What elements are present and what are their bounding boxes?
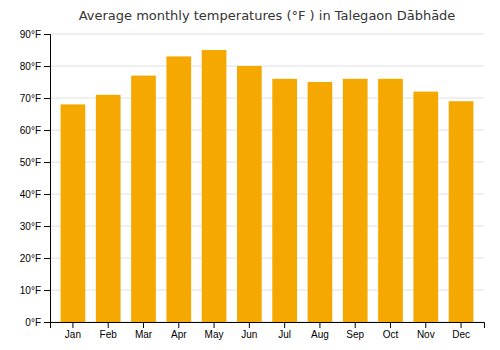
- tick-mark: [44, 130, 50, 131]
- tick-label: 30°F: [20, 221, 41, 232]
- bars: [61, 50, 474, 322]
- tick-mark: [355, 322, 356, 328]
- bar: [202, 50, 227, 322]
- tick: Dec: [452, 322, 470, 340]
- tick-mark: [72, 322, 73, 328]
- tick: Nov: [417, 322, 435, 340]
- tick: 50°F: [20, 157, 50, 168]
- bar: [131, 76, 156, 322]
- tick-label: Aug: [311, 329, 329, 340]
- axis-line: [44, 35, 51, 323]
- tick-mark: [425, 322, 426, 328]
- tick-mark: [108, 322, 109, 328]
- tick: 10°F: [20, 285, 50, 296]
- grid-line: [50, 34, 484, 35]
- bar: [308, 82, 333, 322]
- bar: [343, 79, 368, 322]
- tick-label: 0°F: [25, 317, 41, 328]
- tick-mark: [284, 322, 285, 328]
- tick-mark: [214, 322, 215, 328]
- tick-mark: [461, 322, 462, 328]
- tick-label: Nov: [417, 329, 435, 340]
- grid: [50, 34, 484, 322]
- tick-label: Jul: [278, 329, 291, 340]
- bar: [378, 79, 403, 322]
- bar: [413, 92, 438, 322]
- chart: Jan Feb Mar Apr May Jun Jul Aug Sep Oct Nov Dec 0°F 1…: [0, 0, 500, 350]
- bar: [449, 101, 474, 322]
- tick: Jul: [278, 322, 291, 340]
- plot: Jan Feb Mar Apr May Jun Jul Aug Sep Oct Nov Dec 0°F 1…: [20, 29, 485, 340]
- tick: 70°F: [20, 93, 50, 104]
- tick-label: May: [205, 329, 224, 340]
- tick: 80°F: [20, 61, 50, 72]
- tick-label: Mar: [135, 329, 153, 340]
- tick: Oct: [383, 322, 399, 340]
- bar: [237, 66, 262, 322]
- tick: 40°F: [20, 189, 50, 200]
- tick: 60°F: [20, 125, 50, 136]
- tick: Jun: [241, 322, 257, 340]
- bar: [61, 104, 86, 322]
- tick-mark: [44, 258, 50, 259]
- tick: 20°F: [20, 253, 50, 264]
- tick: Apr: [171, 322, 187, 340]
- axis-line: [51, 323, 485, 329]
- tick-mark: [44, 34, 50, 35]
- tick-mark: [44, 98, 50, 99]
- tick: Mar: [135, 322, 153, 340]
- tick-label: Jun: [241, 329, 257, 340]
- tick-label: 10°F: [20, 285, 41, 296]
- tick: 0°F: [25, 317, 50, 328]
- tick-label: Feb: [100, 329, 118, 340]
- tick-mark: [249, 322, 250, 328]
- tick-mark: [319, 322, 320, 328]
- tick-label: 60°F: [20, 125, 41, 136]
- tick-label: Sep: [346, 329, 364, 340]
- tick: Aug: [311, 322, 329, 340]
- tick-label: 20°F: [20, 253, 41, 264]
- tick: 90°F: [20, 29, 50, 40]
- tick-mark: [143, 322, 144, 328]
- tick-label: 70°F: [20, 93, 41, 104]
- tick-label: Apr: [171, 329, 187, 340]
- tick-label: Jan: [65, 329, 81, 340]
- tick: Jan: [65, 322, 81, 340]
- tick-mark: [390, 322, 391, 328]
- x-axis: Jan Feb Mar Apr May Jun Jul Aug Sep Oct Nov Dec: [51, 322, 485, 340]
- tick-mark: [44, 322, 50, 323]
- bar: [166, 56, 191, 322]
- tick-label: 50°F: [20, 157, 41, 168]
- tick-mark: [44, 226, 50, 227]
- tick-mark: [44, 66, 50, 67]
- grid-line: [50, 66, 484, 67]
- tick: 30°F: [20, 221, 50, 232]
- tick: May: [205, 322, 224, 340]
- tick: Sep: [346, 322, 364, 340]
- tick-label: 80°F: [20, 61, 41, 72]
- tick-label: 90°F: [20, 29, 41, 40]
- y-axis: 0°F 10°F 20°F 30°F 40°F 50°F 60°F 70°F 80°F 90°F: [20, 29, 51, 328]
- tick: Feb: [100, 322, 118, 340]
- tick-mark: [44, 194, 50, 195]
- tick-label: 40°F: [20, 189, 41, 200]
- bar: [272, 79, 297, 322]
- tick-label: Dec: [452, 329, 470, 340]
- tick-mark: [44, 162, 50, 163]
- bar: [96, 95, 121, 322]
- tick-mark: [178, 322, 179, 328]
- title: Average monthly temperatures (°F ) in Ta…: [79, 8, 456, 23]
- tick-mark: [44, 290, 50, 291]
- tick-label: Oct: [383, 329, 399, 340]
